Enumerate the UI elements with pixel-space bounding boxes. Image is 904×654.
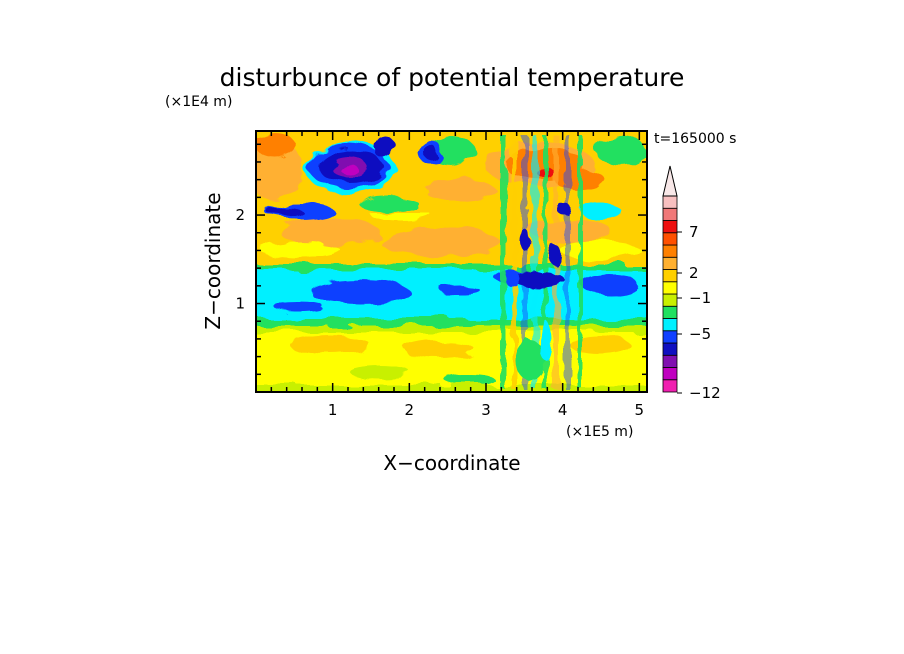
colorbar-swatch: [662, 207, 678, 221]
colorbar-swatch: [662, 342, 678, 356]
x-tick-label: 5: [635, 401, 645, 419]
x-tick-label: 4: [558, 401, 568, 419]
colorbar-label: −5: [689, 325, 711, 343]
colorbar-swatch: [662, 244, 678, 258]
y-tick-label: 1: [235, 295, 245, 313]
colorbar-swatch: [662, 330, 678, 344]
colorbar-swatch: [662, 379, 678, 393]
x-ticks: 1 2 3 4 5: [270, 131, 645, 419]
y-ticks: 12: [235, 143, 647, 376]
colorbar-swatch: [662, 269, 678, 283]
x-tick-label: 1: [328, 401, 338, 419]
colorbar-label: −12: [689, 384, 721, 402]
colorbar-swatch: [662, 367, 678, 381]
colorbar-label: 7: [689, 223, 699, 241]
colorbar-swatch: [662, 232, 678, 246]
y-axis-label: Z−coordinate: [201, 192, 225, 329]
colorbar: [662, 165, 678, 393]
colorbar-swatch: [662, 318, 678, 332]
colorbar-swatch: [662, 354, 678, 368]
colorbar-labels: 7 2 −1 −5 −12: [677, 223, 721, 402]
y-tick-label: 2: [235, 206, 245, 224]
x-tick-label: 2: [405, 401, 415, 419]
x-axis-label: X−coordinate: [383, 451, 520, 475]
y-unit-label: (×1E4 m): [165, 94, 232, 110]
colorbar-label: 2: [689, 264, 699, 282]
colorbar-swatch: [662, 281, 678, 295]
contour-field: [256, 131, 647, 392]
colorbar-swatch: [662, 293, 678, 307]
chart-title: disturbunce of potential temperature: [220, 63, 685, 92]
colorbar-swatch: [662, 256, 678, 270]
x-tick-label: 3: [481, 401, 491, 419]
colorbar-swatch: [662, 220, 678, 234]
x-unit-label: (×1E5 m): [566, 424, 633, 440]
time-label: t=165000 s: [654, 131, 736, 147]
colorbar-swatch: [662, 305, 678, 319]
colorbar-label: −1: [689, 289, 711, 307]
plot-frame: [255, 130, 648, 393]
colorbar-swatch: [662, 195, 678, 209]
colorbar-over-arrow: [662, 165, 678, 197]
